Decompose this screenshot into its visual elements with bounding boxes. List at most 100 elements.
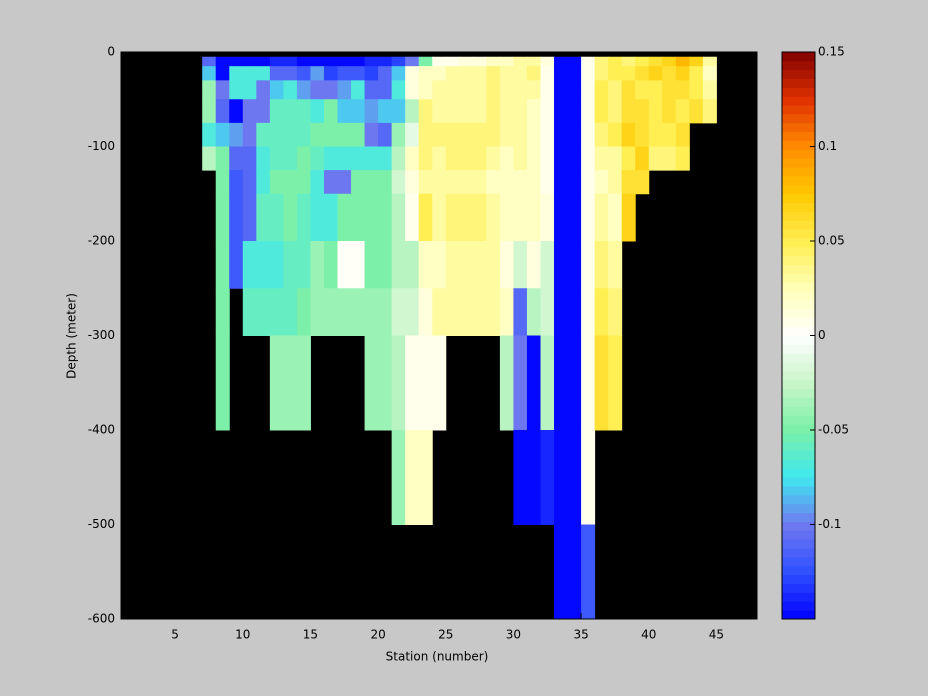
heatmap-cell: [256, 66, 271, 81]
heatmap-cell: [269, 335, 284, 431]
heatmap-cell: [378, 56, 393, 67]
heatmap-cell: [472, 146, 487, 171]
heatmap-cell: [662, 146, 677, 171]
heatmap-cell: [554, 241, 569, 289]
colorbar-segment: [782, 211, 815, 221]
heatmap-cell: [418, 99, 433, 124]
heatmap-cell: [445, 146, 460, 171]
colorbar-segment: [782, 530, 815, 540]
heatmap-cell: [540, 335, 555, 431]
heatmap-cell: [364, 99, 379, 124]
heatmap-cell: [432, 66, 447, 81]
heatmap-cell: [391, 170, 406, 195]
heatmap-cell: [337, 241, 352, 289]
heatmap-cell: [215, 146, 230, 171]
heatmap-cell: [594, 80, 609, 100]
colorbar-segment: [782, 335, 815, 345]
heatmap-cell: [445, 99, 460, 124]
heatmap-cell: [554, 99, 569, 124]
heatmap-cell: [418, 122, 433, 147]
heatmap-cell: [459, 80, 474, 100]
heatmap-cell: [554, 56, 569, 67]
heatmap-cell: [472, 80, 487, 100]
heatmap-cell: [418, 66, 433, 81]
heatmap-cell: [310, 146, 325, 171]
colorbar-segment: [782, 565, 815, 576]
heatmap-cell: [364, 146, 379, 171]
heatmap-cell: [323, 170, 339, 195]
heatmap-cell: [283, 122, 298, 147]
heatmap-cell: [432, 122, 447, 147]
heatmap-cell: [283, 170, 298, 195]
heatmap-cell: [513, 99, 528, 124]
heatmap-cell: [323, 288, 339, 336]
heatmap-cell: [459, 146, 474, 171]
colorbar-tick-label: 0.1: [818, 139, 837, 153]
heatmap-cell: [499, 99, 514, 124]
heatmap-cell: [405, 430, 420, 525]
heatmap-cell: [499, 193, 514, 242]
heatmap-cell: [486, 288, 501, 336]
heatmap-cell: [391, 193, 406, 242]
heatmap-cell: [405, 99, 420, 124]
heatmap-cell: [418, 80, 433, 100]
heatmap-cell: [621, 56, 636, 67]
heatmap-cell: [296, 56, 311, 67]
heatmap-cell: [432, 99, 447, 124]
heatmap-cell: [405, 241, 420, 289]
colorbar-tick-label: 0.15: [818, 45, 845, 59]
colorbar-segment: [782, 344, 815, 354]
heatmap-cell: [635, 146, 650, 171]
heatmap-cell: [269, 241, 284, 289]
y-tick-label: -300: [88, 328, 115, 342]
heatmap-cell: [364, 80, 379, 100]
heatmap-cell: [689, 56, 704, 67]
heatmap-cell: [418, 56, 433, 67]
heatmap-cell: [378, 170, 393, 195]
colorbar-segment: [782, 494, 815, 505]
heatmap-cell: [310, 56, 325, 67]
heatmap-cell: [269, 122, 284, 147]
heatmap-cell: [229, 66, 244, 81]
colorbar-segment: [782, 370, 815, 381]
heatmap-cell: [351, 99, 366, 124]
heatmap-cell: [526, 146, 541, 171]
heatmap-cell: [229, 241, 244, 289]
heatmap-cell: [242, 241, 257, 289]
colorbar-segment: [782, 601, 815, 611]
heatmap-cell: [472, 288, 487, 336]
colorbar-segment: [782, 87, 815, 97]
heatmap-cell: [594, 66, 609, 81]
heatmap-cell: [310, 80, 325, 100]
heatmap-cell: [378, 99, 393, 124]
heatmap-cell: [445, 193, 460, 242]
colorbar-segment: [782, 450, 815, 460]
heatmap-cell: [648, 56, 663, 67]
heatmap-cell: [459, 193, 474, 242]
heatmap-cell: [499, 66, 514, 81]
heatmap-cell: [432, 241, 447, 289]
colorbar-segment: [782, 477, 815, 487]
heatmap-cell: [513, 288, 528, 336]
heatmap-cell: [378, 122, 393, 147]
colorbar-segment: [782, 291, 815, 301]
heatmap-cell: [459, 66, 474, 81]
heatmap-cell: [594, 193, 609, 242]
heatmap-cell: [513, 241, 528, 289]
colorbar-segment: [782, 556, 815, 567]
heatmap-cell: [391, 241, 406, 289]
heatmap-cell: [662, 56, 677, 67]
x-tick-label: 20: [370, 628, 385, 642]
heatmap-cell: [675, 80, 690, 100]
y-tick-label: -200: [88, 234, 115, 248]
heatmap-cell: [364, 170, 379, 195]
colorbar-segment: [782, 353, 815, 363]
colorbar-segment: [782, 114, 815, 124]
heatmap-cell: [445, 288, 460, 336]
heatmap-cell: [689, 80, 704, 100]
heatmap-cell: [621, 66, 636, 81]
heatmap-cell: [405, 335, 420, 431]
colorbar-segment: [782, 229, 815, 239]
heatmap-cell: [269, 80, 284, 100]
